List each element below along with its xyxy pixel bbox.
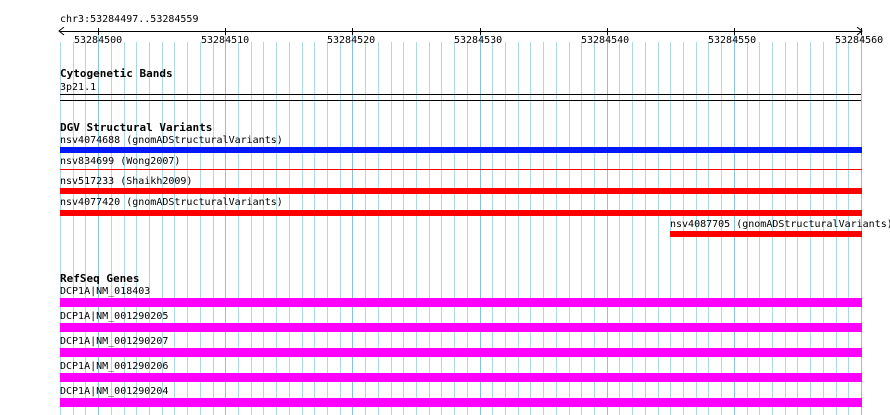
cytoband-label: 3p21.1 (60, 82, 97, 93)
ruler-tick-label: 53284540 (581, 35, 630, 46)
variant-bar[interactable] (60, 188, 862, 194)
ruler-right-arrow (856, 27, 863, 36)
track-title[interactable]: RefSeq Genes (60, 272, 140, 285)
variant-bar[interactable] (60, 210, 862, 216)
ruler-line (60, 31, 861, 32)
variant-bar[interactable] (60, 169, 862, 170)
ruler-tick-label: 53284560 (835, 35, 884, 46)
feature-label: nsv4074688 (gnomADStructuralVariants) (60, 135, 283, 146)
track-title[interactable]: Cytogenetic Bands (60, 67, 173, 80)
locus-label: chr3:53284497..53284559 (60, 14, 199, 25)
feature-label: DCP1A|NM_001290207 (60, 336, 169, 347)
variant-bar[interactable] (670, 231, 862, 237)
feature-label: nsv517233 (Shaikh2009) (60, 176, 193, 187)
ruler-tick-label: 53284510 (201, 35, 250, 46)
track-title[interactable]: DGV Structural Variants (60, 121, 213, 134)
ruler-tick-label: 53284520 (327, 35, 376, 46)
gene-bar[interactable] (60, 373, 862, 382)
ruler-tick-label: 53284550 (708, 35, 757, 46)
ruler-tick-label: 53284530 (454, 35, 503, 46)
feature-label: nsv4087705 (gnomADStructuralVariants) (670, 219, 890, 230)
feature-label: DCP1A|NM_001290206 (60, 361, 169, 372)
gene-bar[interactable] (60, 348, 862, 357)
ruler-left-arrow (58, 27, 65, 36)
gene-bar[interactable] (60, 398, 862, 407)
feature-label: DCP1A|NM_001290204 (60, 386, 169, 397)
feature-label: DCP1A|NM_018403 (60, 286, 151, 297)
gene-bar[interactable] (60, 298, 862, 307)
variant-bar[interactable] (60, 147, 862, 153)
feature-label: nsv834699 (Wong2007) (60, 156, 181, 167)
feature-label: nsv4077420 (gnomADStructuralVariants) (60, 197, 283, 208)
cytoband-band-top (60, 94, 861, 95)
ruler-tick-label: 53284500 (74, 35, 123, 46)
cytoband-band-bottom[interactable] (60, 100, 861, 101)
gene-bar[interactable] (60, 323, 862, 332)
feature-label: DCP1A|NM_001290205 (60, 311, 169, 322)
